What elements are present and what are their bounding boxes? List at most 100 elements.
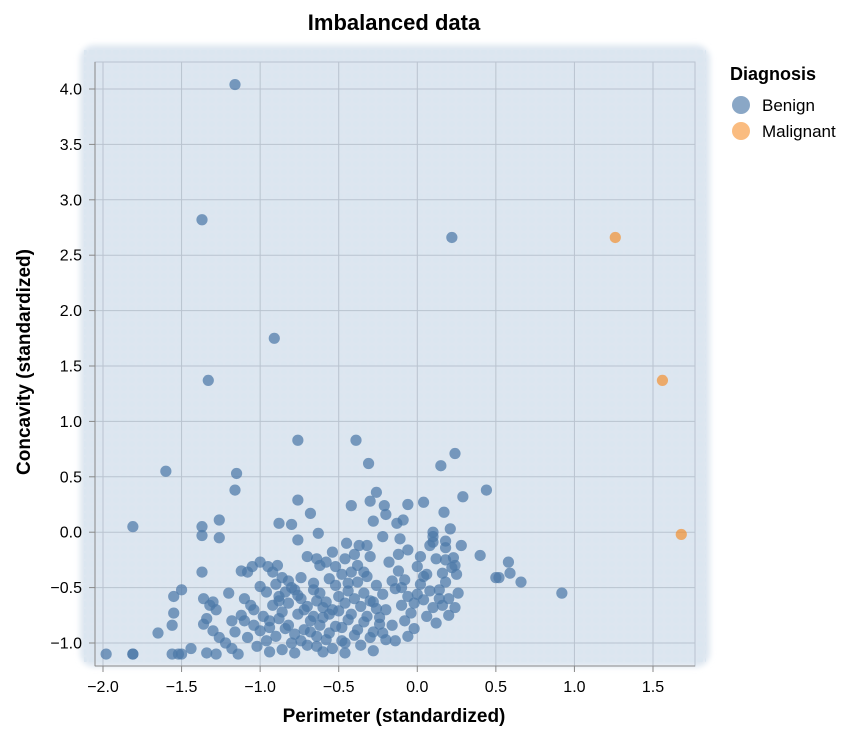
point-benign [386,619,398,631]
point-benign [446,231,458,244]
point-benign [370,486,383,498]
point-benign [289,647,301,659]
point-benign [210,648,222,660]
point-benign [339,553,351,565]
point-benign [444,523,456,535]
point-benign [196,521,208,533]
point-benign [285,518,298,531]
point-benign [127,521,139,533]
point-benign [196,214,208,226]
point-benign [397,514,409,526]
x-tick-label: −1.0 [244,679,276,696]
point-benign [314,619,326,631]
y-tick-label: −1.0 [50,636,82,653]
point-benign [257,610,269,623]
point-benign [292,589,304,601]
point-benign [326,546,339,558]
point-benign [292,434,304,446]
point-benign [304,507,317,519]
point-benign [223,587,235,599]
point-benign [392,565,405,577]
point-benign [348,593,361,605]
y-tick-label: 4.0 [60,82,82,99]
x-tick-label: 0.0 [406,679,428,696]
point-benign [380,634,392,646]
point-benign [402,498,414,511]
point-benign [452,587,464,599]
x-axis-title: Perimeter (standardized) [283,706,506,727]
point-benign [329,579,342,591]
point-benign [414,550,427,563]
axes: −2.0 −1.5 −1.0 −0.5 0.0 0.5 1.0 1.5 −1.0 −0.5 0.0 0… [50,62,695,696]
point-malignant [609,231,621,244]
point-benign [333,605,345,617]
point-malignant [656,374,669,387]
point-benign [292,534,304,546]
x-tick-label: 0.5 [485,679,507,696]
point-benign [433,593,445,605]
point-benign [175,584,188,596]
point-benign [438,506,450,518]
y-tick-label: 1.0 [60,414,82,431]
point-benign [556,587,568,599]
point-benign [230,467,243,480]
point-benign [424,585,436,597]
point-benign [201,647,213,659]
point-benign [364,550,376,563]
point-benign [340,537,353,549]
point-benign [260,586,273,598]
legend-swatch-malignant [732,122,750,140]
point-benign [355,600,367,613]
point-benign [196,566,208,578]
point-benign [295,635,307,647]
point-benign [474,549,486,562]
point-benign [446,562,458,574]
point-benign [339,597,351,609]
x-tick-label: 1.5 [642,679,664,696]
point-benign [399,615,411,627]
point-benign [449,601,461,614]
point-benign [370,579,383,591]
point-benign [480,484,493,496]
point-benign [364,595,376,607]
point-benign [127,648,139,660]
x-tick-label: −1.5 [166,679,198,696]
point-benign [301,550,313,563]
point-benign [207,596,219,608]
point-benign [197,618,210,630]
point-benign [411,560,423,573]
point-benign [408,597,420,609]
point-benign [339,647,351,659]
point-benign [339,637,351,649]
point-benign [168,590,180,603]
y-tick-label: 1.5 [60,359,82,376]
point-benign [361,610,373,623]
point-benign [342,577,354,589]
point-benign [213,532,225,544]
point-benign [241,631,254,644]
point-benign [502,556,515,568]
point-benign [402,630,414,642]
point-benign [329,560,342,573]
point-benign [417,496,430,508]
point-benign [213,514,225,526]
point-benign [493,572,505,584]
point-benign [326,642,339,655]
point-benign [449,447,461,460]
point-benign [292,494,304,506]
point-benign [394,533,406,545]
y-tick-label: 2.0 [60,303,82,320]
x-tick-label: −0.5 [323,679,355,696]
decision-region [84,50,706,662]
point-benign [168,607,180,619]
point-benign [421,610,433,623]
point-benign [336,621,348,634]
point-benign [229,626,241,638]
point-benign [263,621,276,634]
point-benign [383,556,395,568]
y-tick-label: 3.5 [60,137,82,154]
data-points [100,78,687,660]
point-benign [362,457,375,470]
point-benign [229,78,241,91]
point-benign [348,629,361,641]
